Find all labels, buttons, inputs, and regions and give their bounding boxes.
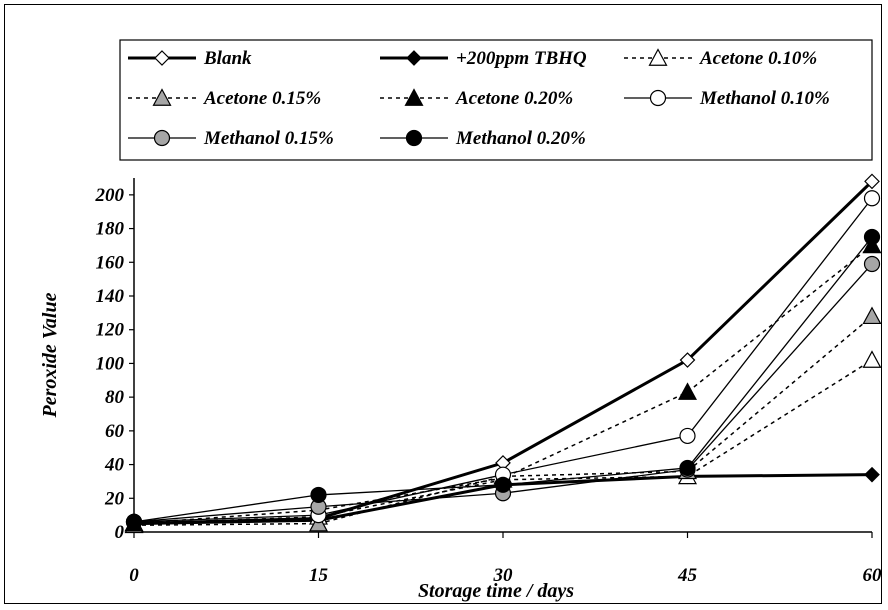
y-axis-title: Peroxide Value	[39, 292, 61, 418]
series-line-acetone-0-15	[133, 315, 873, 527]
legend-item-acetone-0-10: Acetone 0.10%	[624, 48, 817, 69]
y-tick-label: 180	[96, 219, 125, 240]
data-point-methanol-0-10	[863, 190, 881, 207]
legend-marker	[404, 88, 424, 106]
x-axis-title: Storage time / days	[418, 580, 574, 602]
data-point-methanol-0-20	[863, 228, 881, 246]
y-tick-label: 140	[96, 286, 125, 307]
legend-marker	[153, 129, 171, 147]
legend-marker	[648, 48, 668, 66]
legend-label: Acetone 0.15%	[203, 88, 321, 109]
y-tick-label: 100	[96, 353, 125, 374]
data-point-methanol-0-20	[679, 459, 696, 477]
y-tick-label: 40	[104, 455, 125, 476]
legend-label: Methanol 0.10%	[699, 88, 830, 109]
y-tick-label: 60	[105, 421, 125, 442]
x-tick-label: 15	[309, 565, 329, 586]
legend-label: Acetone 0.20%	[455, 88, 573, 109]
x-tick-label: 60	[863, 565, 883, 586]
data-point-acetone-0-20	[677, 382, 698, 400]
data-point-blank	[864, 173, 880, 190]
series-line-acetone-0-10	[133, 359, 873, 525]
series-markers	[124, 173, 882, 534]
legend-label: Acetone 0.10%	[699, 48, 817, 69]
legend-item-acetone-0-15: Acetone 0.15%	[128, 88, 321, 109]
data-point-acetone-0-10	[862, 350, 882, 368]
legend-item-methanol-0-15: Methanol 0.15%	[128, 128, 334, 149]
data-point-methanol-0-20	[310, 486, 327, 504]
data-point-200ppm-tbhq	[864, 466, 880, 483]
data-point-methanol-0-20	[125, 513, 143, 530]
data-point-methanol-0-20	[494, 476, 512, 493]
legend-item-methanol-0-20: Methanol 0.20%	[380, 128, 586, 149]
legend-item-acetone-0-20: Acetone 0.20%	[380, 88, 573, 109]
legend-item-200ppm-tbhq: +200ppm TBHQ	[380, 48, 587, 69]
data-point-acetone-0-15	[862, 306, 882, 325]
series-line-acetone-0-20	[133, 244, 873, 525]
legend-marker	[405, 129, 423, 147]
y-tick-label: 200	[95, 185, 125, 206]
data-point-methanol-0-15	[863, 255, 881, 273]
x-tick-label: 30	[493, 565, 514, 586]
data-point-methanol-0-10	[679, 427, 696, 445]
y-tick-label: 120	[96, 320, 125, 341]
x-tick-label: 0	[129, 565, 139, 586]
legend-label: Blank	[203, 48, 252, 69]
legend-label: Methanol 0.15%	[203, 128, 334, 149]
y-tick-label: 20	[104, 488, 125, 509]
legend-marker	[406, 50, 422, 66]
legend-label: +200ppm TBHQ	[456, 48, 587, 69]
legend-marker	[152, 88, 172, 106]
legend-item-methanol-0-10: Methanol 0.10%	[624, 88, 830, 109]
legend-marker	[154, 50, 170, 66]
legend-label: Methanol 0.20%	[455, 128, 586, 149]
y-tick-label: 80	[105, 387, 125, 408]
y-tick-label: 160	[96, 252, 125, 273]
legend-marker	[649, 89, 667, 107]
legend-box	[119, 39, 873, 161]
y-tick-label: 0	[115, 522, 125, 543]
data-point-blank	[679, 352, 696, 368]
x-tick-label: 45	[677, 565, 698, 586]
legend-item-blank: Blank	[128, 48, 252, 69]
